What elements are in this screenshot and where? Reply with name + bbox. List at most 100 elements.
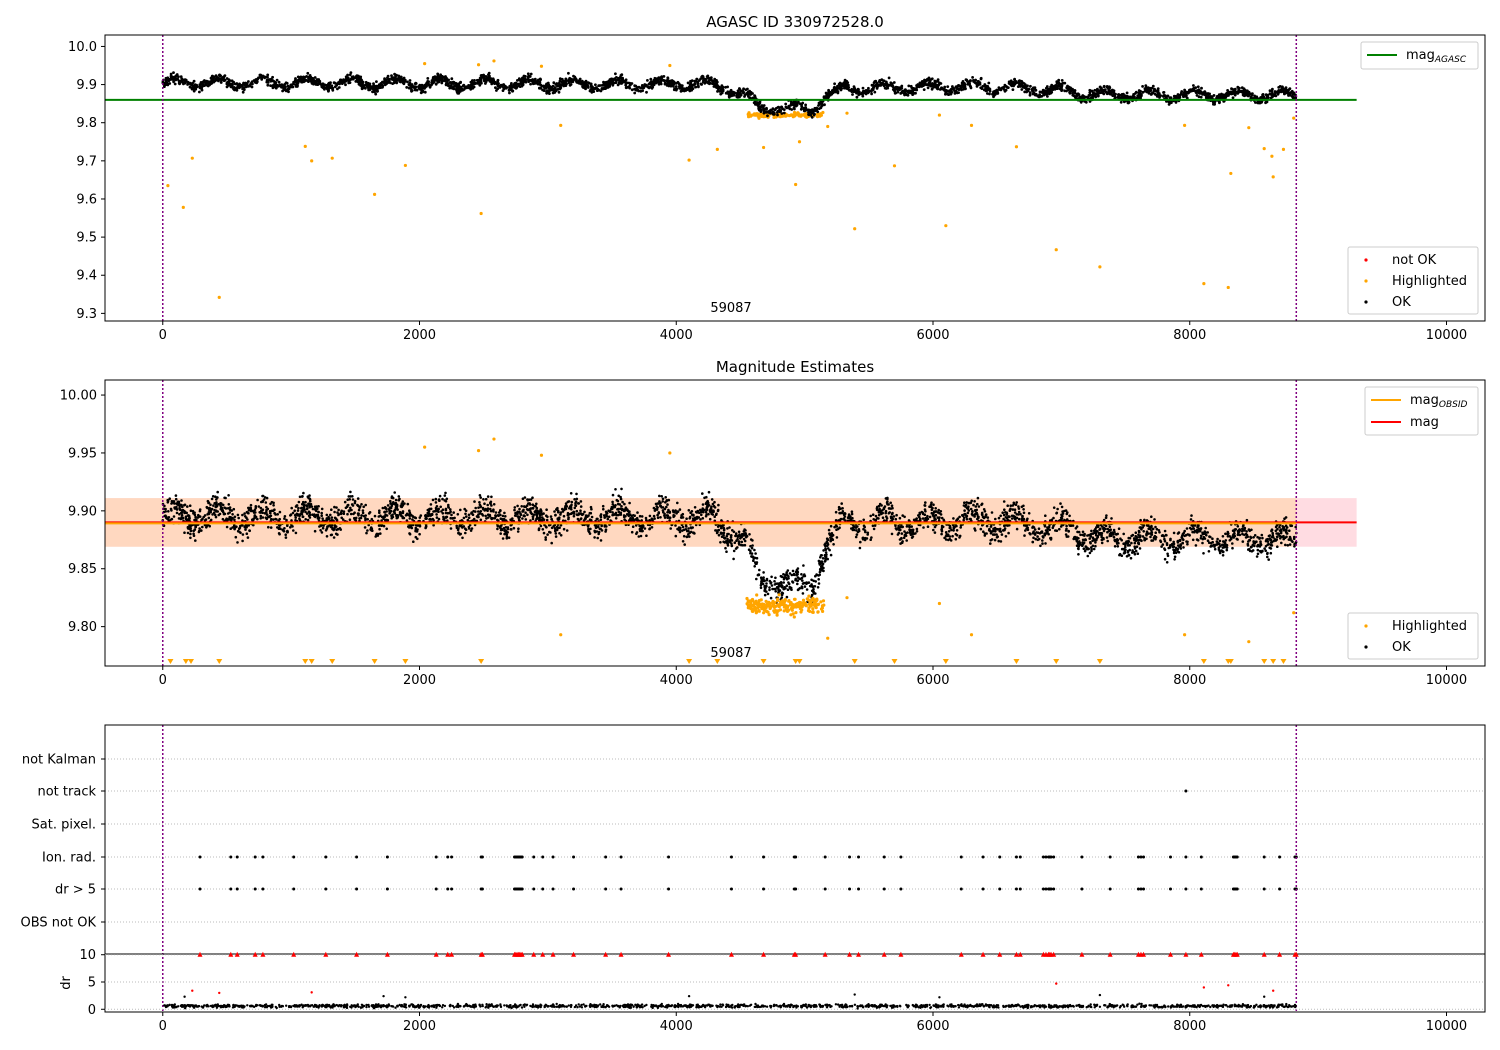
ok-point	[1021, 85, 1025, 89]
ok-point	[726, 92, 730, 95]
ok-point	[1176, 93, 1180, 96]
ok-point	[449, 527, 453, 530]
ok-point	[361, 86, 365, 90]
highlighted-point	[687, 158, 691, 162]
ok-point	[832, 89, 836, 93]
x-tick-label: 2000	[403, 328, 436, 343]
ok-point	[663, 82, 667, 86]
ok-point	[245, 532, 249, 535]
ok-point	[1235, 90, 1239, 94]
ok-point	[788, 585, 791, 589]
ok-point	[773, 108, 777, 112]
ok-point	[1268, 92, 1272, 96]
ok-point	[963, 509, 966, 512]
ok-point	[659, 80, 662, 84]
ok-point	[776, 113, 779, 117]
highlighted-point	[797, 140, 802, 144]
ok-point	[843, 83, 847, 87]
ok-point	[845, 87, 848, 90]
ok-point	[890, 82, 894, 86]
ok-point	[645, 534, 648, 537]
ok-point	[418, 87, 422, 91]
ok-point	[216, 510, 219, 513]
ok-point	[753, 548, 756, 552]
ok-point	[328, 86, 332, 89]
ok-point	[1158, 94, 1162, 98]
ok-point	[516, 530, 520, 533]
ok-point	[995, 89, 999, 93]
ok-point	[624, 86, 628, 90]
ok-point	[968, 79, 972, 83]
ok-point	[504, 515, 507, 518]
ok-point	[569, 80, 573, 83]
ok-point	[535, 502, 538, 506]
ok-point	[1261, 536, 1264, 540]
ok-point	[1162, 94, 1165, 98]
ok-point	[529, 79, 533, 82]
ok-point	[297, 79, 300, 83]
ok-point	[862, 518, 865, 522]
ok-point	[1028, 93, 1032, 97]
ok-point	[368, 88, 372, 92]
ok-point	[906, 90, 910, 94]
ok-point	[252, 79, 256, 82]
ok-point	[313, 76, 317, 79]
ok-point	[1191, 89, 1195, 92]
ok-point	[873, 90, 877, 94]
ok-point	[188, 504, 192, 508]
ok-point	[652, 514, 656, 518]
ok-point	[1112, 535, 1116, 539]
ok-point	[804, 103, 807, 107]
ok-point	[236, 83, 240, 87]
ok-point	[1028, 532, 1031, 535]
ok-point	[464, 531, 467, 535]
ok-point	[706, 74, 710, 78]
y-tick-label: 9.7	[76, 154, 97, 169]
ok-point	[986, 516, 990, 519]
ok-point	[578, 81, 582, 85]
ok-point	[946, 92, 950, 96]
ok-point	[276, 513, 280, 516]
ok-point	[915, 88, 919, 92]
ok-point	[929, 79, 932, 82]
ok-point	[704, 510, 708, 514]
ok-point	[584, 87, 587, 91]
ok-point	[633, 514, 636, 517]
ok-point	[269, 84, 272, 87]
ok-point	[651, 83, 654, 86]
ok-point	[431, 498, 435, 502]
ok-point	[823, 560, 827, 563]
ok-point	[1155, 89, 1159, 93]
ok-point	[1027, 512, 1031, 515]
ok-point	[614, 72, 617, 76]
ok-point	[290, 506, 294, 510]
ok-point	[262, 75, 266, 79]
ok-point	[377, 515, 381, 518]
ok-point	[247, 80, 250, 83]
ok-point	[1019, 85, 1022, 88]
ok-point	[724, 85, 727, 89]
highlighted-point	[403, 163, 407, 168]
ok-point	[301, 78, 305, 82]
ok-point	[225, 77, 229, 80]
ok-point	[389, 81, 392, 85]
ok-point	[1177, 551, 1181, 554]
ok-point	[1144, 86, 1148, 90]
ok-point	[1110, 517, 1113, 520]
ok-point	[444, 491, 447, 495]
ok-point	[639, 534, 643, 538]
ok-point	[188, 85, 192, 89]
ok-point	[620, 487, 623, 491]
ok-point	[573, 77, 576, 81]
ok-point	[906, 93, 910, 97]
ok-point	[861, 94, 865, 98]
ok-point	[597, 84, 601, 88]
ok-point	[399, 75, 403, 79]
ok-point	[1083, 96, 1086, 99]
ok-point	[194, 539, 197, 542]
ok-point	[1019, 82, 1022, 85]
ok-point	[1276, 91, 1280, 94]
ok-point	[1215, 95, 1219, 98]
ok-point	[418, 83, 422, 87]
ok-point	[922, 84, 925, 87]
